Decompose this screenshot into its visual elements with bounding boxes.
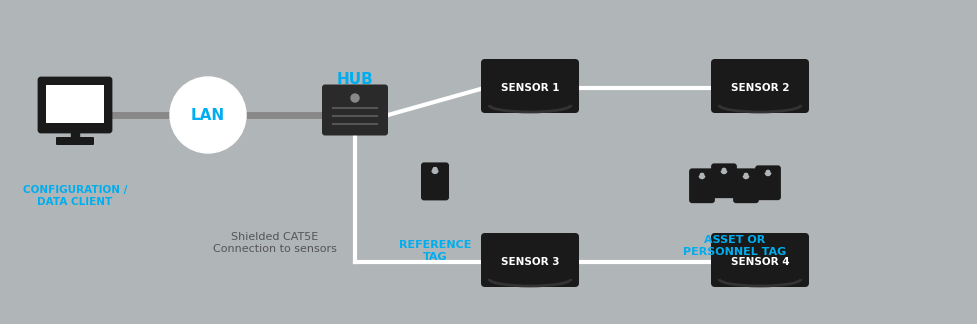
Circle shape [765,170,771,176]
FancyBboxPatch shape [733,168,759,203]
Text: REFERENCE
TAG: REFERENCE TAG [399,240,471,261]
FancyBboxPatch shape [711,233,809,287]
FancyBboxPatch shape [481,233,579,287]
Text: ASSET OR
PERSONNEL TAG: ASSET OR PERSONNEL TAG [683,235,786,257]
FancyBboxPatch shape [322,85,388,135]
Text: SENSOR 1: SENSOR 1 [501,83,559,93]
FancyBboxPatch shape [481,59,579,113]
FancyBboxPatch shape [46,85,104,123]
FancyBboxPatch shape [689,168,715,203]
FancyBboxPatch shape [711,163,737,198]
Text: Shielded CAT5E
Connection to sensors: Shielded CAT5E Connection to sensors [213,232,337,254]
Circle shape [170,77,246,153]
Text: SENSOR 2: SENSOR 2 [731,83,789,93]
FancyBboxPatch shape [421,162,449,201]
FancyBboxPatch shape [56,137,94,145]
Text: LAN: LAN [191,108,225,122]
Circle shape [432,168,438,173]
Bar [71,126,79,138]
Text: SENSOR 3: SENSOR 3 [501,257,559,267]
Text: HUB: HUB [337,73,373,87]
Text: CONFIGURATION /
DATA CLIENT: CONFIGURATION / DATA CLIENT [22,185,127,207]
FancyBboxPatch shape [711,59,809,113]
Circle shape [743,173,748,179]
Circle shape [351,94,359,102]
FancyBboxPatch shape [39,78,111,132]
Text: SENSOR 4: SENSOR 4 [731,257,789,267]
Circle shape [700,173,704,179]
Circle shape [721,168,727,174]
FancyBboxPatch shape [755,165,781,200]
